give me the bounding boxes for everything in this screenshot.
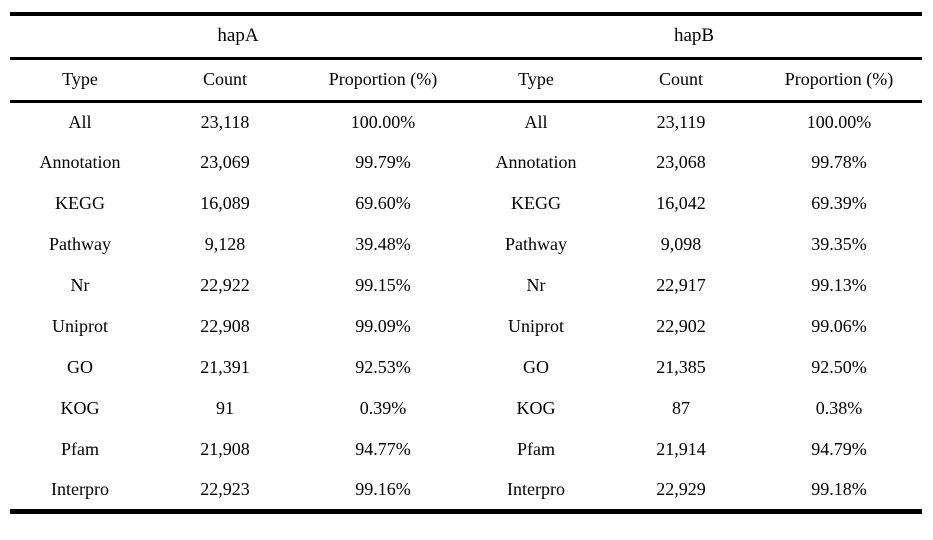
table-row: Pfam 21,908 94.77% Pfam 21,914 94.79% <box>10 429 922 470</box>
table-row: KEGG 16,089 69.60% KEGG 16,042 69.39% <box>10 183 922 224</box>
cell-hapB-proportion: 39.35% <box>811 234 867 254</box>
cell-hapB-proportion: 94.79% <box>811 439 867 459</box>
cell-hapA-proportion: 92.53% <box>355 357 411 377</box>
cell-hapB-type: Interpro <box>507 478 565 499</box>
cell-hapA-type: Pfam <box>61 439 99 459</box>
cell-hapB-count: 9,098 <box>660 234 702 254</box>
cell-hapB-proportion: 69.39% <box>811 193 867 213</box>
cell-hapA-type: KEGG <box>55 193 105 213</box>
cell-hapA-proportion: 99.16% <box>355 478 411 499</box>
cell-hapA-proportion: 0.39% <box>359 398 407 418</box>
cell-hapA-count: 16,089 <box>200 193 250 213</box>
group-header-row: hapA hapB <box>10 14 923 60</box>
cell-hapA-type: GO <box>67 357 93 377</box>
cell-hapA-count: 21,908 <box>200 439 250 459</box>
table-row: Nr 22,922 99.15% Nr 22,917 99.13% <box>10 265 922 306</box>
cell-hapB-count: 21,385 <box>656 357 706 377</box>
cell-hapA-proportion: 39.48% <box>355 234 411 254</box>
cell-hapA-type: Interpro <box>51 478 109 499</box>
table-row: Interpro 22,923 99.16% Interpro 22,929 9… <box>10 470 922 511</box>
cell-hapA-count: 91 <box>216 398 234 418</box>
cell-hapB-count: 21,914 <box>656 439 706 459</box>
cell-hapA-count: 21,391 <box>200 357 250 377</box>
cell-hapA-count: 23,118 <box>200 111 250 132</box>
cell-hapB-proportion: 99.13% <box>811 275 867 295</box>
cell-hapB-type: Pathway <box>505 234 567 254</box>
column-header-proportion-hapB: Proportion (%) <box>756 58 923 103</box>
cell-hapB-type: All <box>524 111 548 132</box>
cell-hapB-type: Pfam <box>517 439 555 459</box>
column-header-type-hapB: Type <box>466 58 606 103</box>
cell-hapA-proportion: 94.77% <box>355 439 411 459</box>
column-header-count-hapB: Count <box>606 58 756 103</box>
cell-hapA-proportion: 100.00% <box>350 111 416 132</box>
cell-hapA-proportion: 99.15% <box>355 275 411 295</box>
cell-hapB-proportion: 99.06% <box>811 316 867 336</box>
cell-hapB-proportion: 92.50% <box>811 357 867 377</box>
cell-hapA-type: Uniprot <box>52 316 108 336</box>
group-header-hapA: hapA <box>10 14 466 60</box>
cell-hapA-count: 9,128 <box>204 234 246 254</box>
cell-hapA-count: 23,069 <box>200 152 250 172</box>
cell-hapA-count: 22,923 <box>200 478 250 499</box>
cell-hapA-count: 22,922 <box>200 275 250 295</box>
cell-hapA-type: Pathway <box>49 234 111 254</box>
column-header-row: Type Count Proportion (%) Type Count Pro… <box>10 58 923 103</box>
cell-hapA-count: 22,908 <box>200 316 250 336</box>
cell-hapB-type: KEGG <box>511 193 561 213</box>
cell-hapB-count: 23,119 <box>656 111 706 132</box>
group-header-hapB: hapB <box>466 14 923 60</box>
annotation-statistics-table: hapA hapB Type Count Proportion (%) Type… <box>10 12 923 514</box>
cell-hapB-type: GO <box>523 357 549 377</box>
cell-hapB-type: KOG <box>516 398 556 418</box>
cell-hapB-count: 16,042 <box>656 193 706 213</box>
cell-hapA-type: Annotation <box>39 152 121 172</box>
column-header-proportion-hapA: Proportion (%) <box>300 58 466 103</box>
table-row: Pathway 9,128 39.48% Pathway 9,098 39.35… <box>10 224 922 265</box>
cell-hapB-proportion: 0.38% <box>815 398 863 418</box>
cell-hapA-proportion: 69.60% <box>355 193 411 213</box>
cell-hapA-proportion: 99.79% <box>355 152 411 172</box>
cell-hapB-count: 22,917 <box>656 275 706 295</box>
cell-hapB-type: Nr <box>526 275 546 295</box>
table-row: GO 21,391 92.53% GO 21,385 92.50% <box>10 347 922 388</box>
cell-hapB-proportion: 99.18% <box>811 478 867 499</box>
table-row: KOG 91 0.39% KOG 87 0.38% <box>10 388 922 429</box>
cell-hapA-type: Nr <box>70 275 90 295</box>
column-header-count-hapA: Count <box>150 58 300 103</box>
cell-hapB-count: 87 <box>672 398 690 418</box>
cell-hapA-type: All <box>68 111 92 132</box>
table-row: Uniprot 22,908 99.09% Uniprot 22,902 99.… <box>10 306 922 347</box>
cell-hapB-proportion: 100.00% <box>806 111 872 132</box>
column-header-type-hapA: Type <box>10 58 150 103</box>
cell-hapB-type: Uniprot <box>508 316 564 336</box>
cell-hapB-proportion: 99.78% <box>811 152 867 172</box>
table-row: Annotation 23,069 99.79% Annotation 23,0… <box>10 142 922 183</box>
cell-hapB-count: 23,068 <box>656 152 706 172</box>
cell-hapA-proportion: 99.09% <box>355 316 411 336</box>
cell-hapA-type: KOG <box>60 398 100 418</box>
cell-hapB-count: 22,929 <box>656 478 706 499</box>
cell-hapB-count: 22,902 <box>656 316 706 336</box>
cell-hapB-type: Annotation <box>495 152 577 172</box>
table-row: All 23,118 100.00% All 23,119 100.00% <box>10 101 922 142</box>
